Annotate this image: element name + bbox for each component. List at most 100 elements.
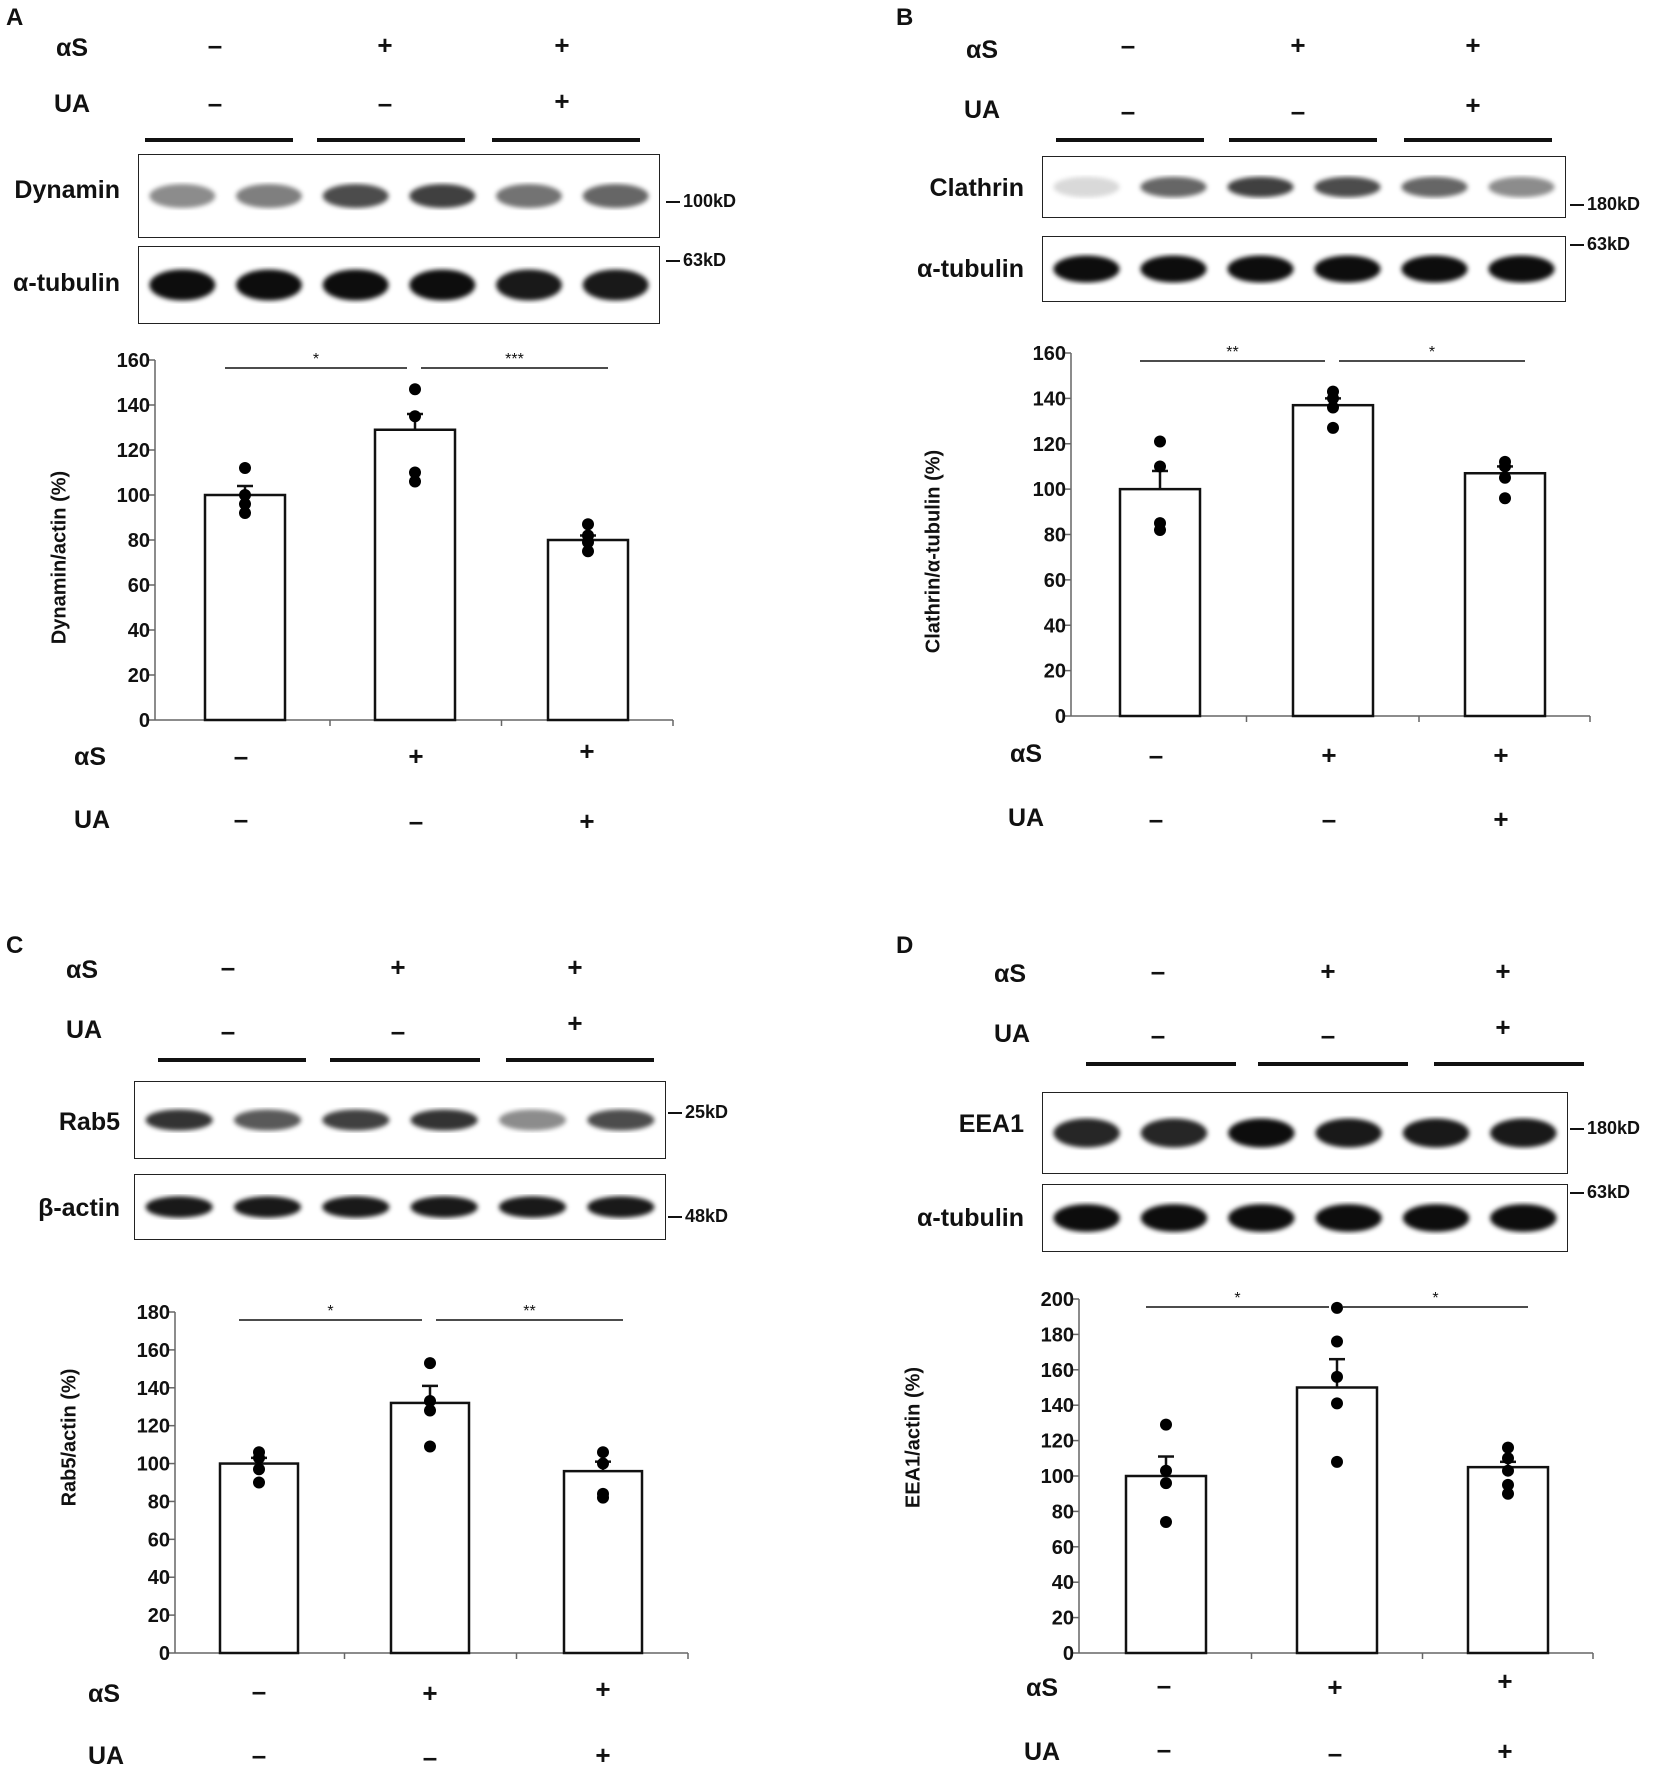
data-point [1160,1418,1172,1431]
bar [218,1462,300,1655]
chart-condition-symbol: – [251,1740,267,1770]
group-divider [1086,1062,1236,1066]
group-divider [1434,1062,1584,1066]
bar [1295,1386,1379,1655]
blot-condition-symbol: – [1150,956,1166,986]
y-tick-label: 120 [137,1416,170,1438]
y-tick-label: 140 [117,395,150,417]
blot-label: α-tubulin [917,255,1024,283]
blot-band [1401,255,1468,283]
condition-label-ua: UA [994,1020,1031,1048]
significance-label: ** [1226,344,1238,361]
data-point [1154,435,1166,448]
y-tick-label: 140 [137,1378,170,1400]
molecular-weight-marker: 180kD [1570,194,1640,215]
blot-condition-symbol: + [1495,956,1511,986]
blot-band [496,269,562,301]
condition-label-ua: UA [74,806,111,834]
data-point [1331,1370,1343,1383]
y-tick-label: 160 [1033,343,1066,365]
blot-band [1053,1204,1120,1232]
blot-band [1053,1118,1120,1148]
blot-label: β-actin [38,1194,120,1222]
blot-band [145,1109,213,1131]
panel-letter: C [6,932,24,959]
y-tick-label: 40 [148,1567,170,1589]
data-point [424,1357,436,1370]
chart-condition-symbol: + [579,806,595,836]
blot-condition-symbol: – [220,1016,236,1046]
blot-condition-symbol: + [377,30,393,60]
western-blot-image [1042,1092,1568,1174]
blot-band [582,183,649,209]
western-blot-image [134,1081,666,1159]
blot-band [582,269,649,301]
blot-band [1315,1204,1382,1232]
blot-band [1227,255,1294,283]
y-tick-label: 0 [1063,1643,1074,1665]
y-tick-label: 0 [1055,706,1066,728]
y-tick-label: 160 [117,350,150,372]
blot-condition-symbol: + [1465,30,1481,60]
blot-band [1402,1204,1470,1232]
blot-bands [1053,1118,1557,1148]
chart-condition-symbol: – [1156,1734,1172,1764]
y-tick-label: 100 [137,1454,170,1476]
data-point [253,1463,265,1476]
significance-label: * [313,351,319,368]
data-point [1331,1455,1343,1468]
significance-label: * [1429,344,1435,361]
condition-label-ua: UA [66,1016,103,1044]
y-tick-label: 40 [1052,1572,1074,1594]
blot-band [409,269,476,301]
chart-condition-symbol: + [422,1678,438,1708]
data-point [253,1451,265,1464]
y-tick-label: 100 [1041,1466,1074,1488]
blot-band [1488,176,1555,198]
blot-band [322,1109,390,1131]
blot-band [587,1196,655,1218]
chart-condition-symbol: – [1156,1670,1172,1700]
blot-bands [1053,1204,1557,1232]
condition-label-ua: UA [1024,1738,1061,1766]
data-point [1502,1487,1514,1500]
y-tick-label: 60 [1044,570,1066,592]
western-blot-image [1042,236,1566,302]
condition-label-as: αS [74,743,107,771]
bar [1291,403,1375,718]
data-point [582,536,594,549]
blot-band [498,1109,567,1131]
molecular-weight-marker: 100kD [666,191,736,212]
molecular-weight-marker: 48kD [668,1206,728,1227]
panel-d: D αS UA – + + – – + EEA1 180kD α-tubulin… [834,886,1668,1772]
blot-condition-symbol: – [207,88,223,118]
bar [546,538,630,722]
blot-label: EEA1 [958,1110,1024,1138]
chart-condition-symbol: + [408,741,424,771]
y-tick-label: 160 [1041,1360,1074,1382]
y-tick-label: 60 [1052,1537,1074,1559]
blot-label: Clathrin [929,174,1024,202]
significance-label: * [1432,1290,1438,1307]
chart-condition-symbol: – [251,1676,267,1706]
data-point [253,1476,265,1489]
y-tick-label: 140 [1033,388,1066,410]
y-tick-label: 20 [148,1605,170,1627]
blot-band [322,1196,390,1218]
y-tick-label: 100 [1033,479,1066,501]
blot-band [410,1109,478,1131]
data-point [1331,1301,1343,1314]
panel-letter: A [6,4,24,31]
chart-condition-symbol: + [595,1674,611,1704]
molecular-weight-marker: 25kD [668,1102,728,1123]
group-divider [330,1058,480,1062]
blot-bands [149,269,649,301]
data-point [1502,1478,1514,1491]
blot-condition-symbol: – [1320,1020,1336,1050]
blot-label: Rab5 [58,1108,120,1136]
data-point [424,1404,436,1417]
blot-band [149,183,216,209]
western-blot-image [1042,1184,1568,1252]
y-tick-label: 180 [1041,1324,1074,1346]
blot-band [233,1109,302,1131]
